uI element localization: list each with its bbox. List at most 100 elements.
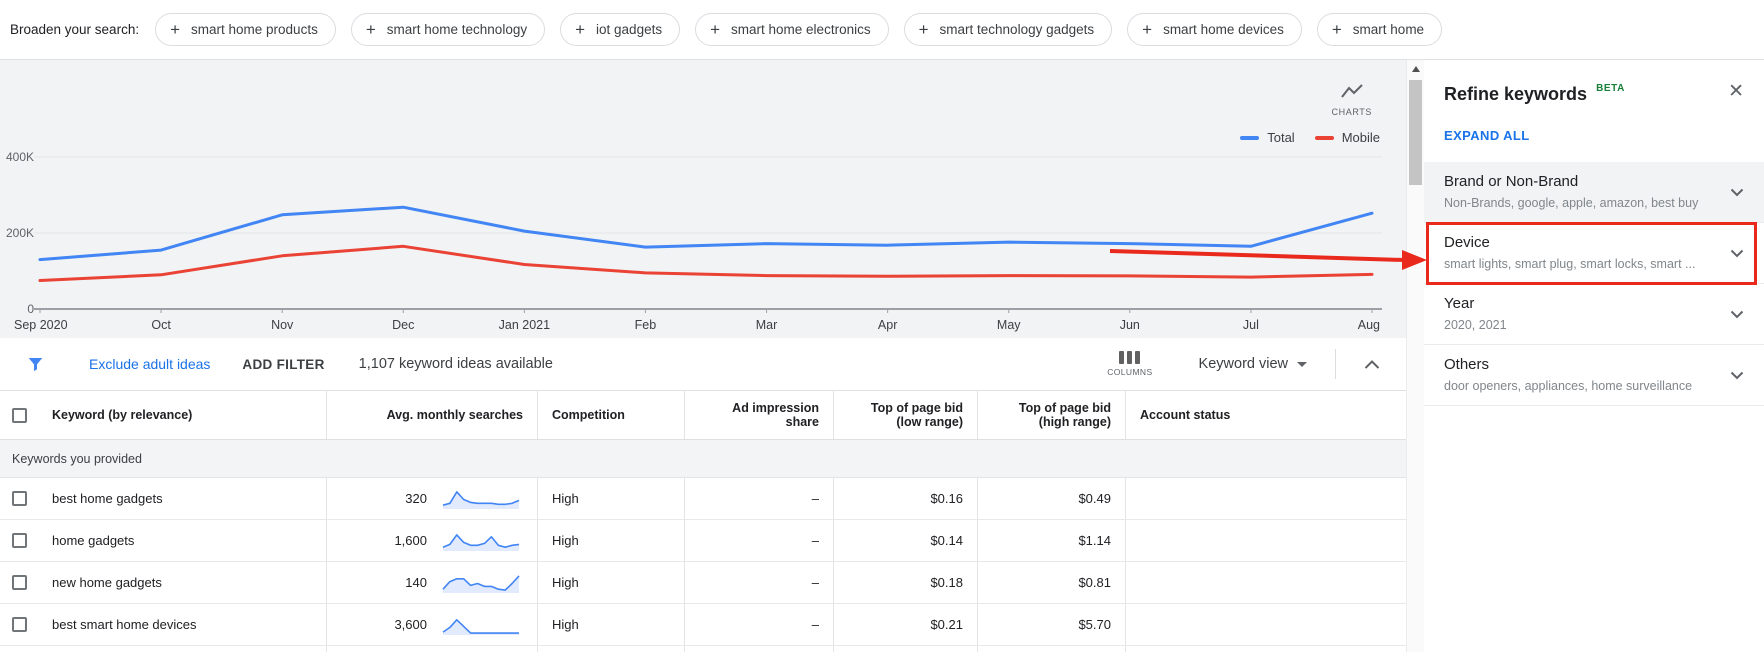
trend-chart: 0 200K 400K Sep 2020 Oct Nov Dec Jan 2021 Feb Mar… (6, 150, 1382, 332)
competition-cell: High (537, 562, 684, 603)
table-row: home gadgets 1,600 High – $0.14 $1.14 (0, 520, 1406, 562)
broaden-label: Broaden your search: (10, 22, 140, 37)
plus-icon: + (918, 20, 929, 39)
keyword-view-dropdown[interactable]: Keyword view (1199, 356, 1307, 372)
beta-badge: BETA (1596, 83, 1625, 94)
svg-text:400K: 400K (6, 150, 34, 164)
broaden-chip-label: smart home products (191, 22, 318, 37)
chevron-up-icon (1364, 359, 1380, 369)
plus-icon: + (710, 20, 721, 39)
keyword-view-label: Keyword view (1198, 356, 1288, 372)
keyword-text: home gadgets (52, 533, 135, 548)
refine-sections: Brand or Non-Brand Non-Brands, google, a… (1424, 162, 1764, 406)
refine-keywords-panel: Refine keywords BETA ✕ EXPAND ALL Brand … (1424, 60, 1764, 652)
row-checkbox[interactable] (12, 575, 27, 590)
broaden-chip[interactable]: + smart home technology (350, 13, 546, 46)
svg-text:Apr: Apr (878, 318, 897, 332)
row-checkbox[interactable] (12, 491, 27, 506)
avg-searches-value: 320 (405, 491, 427, 506)
collapse-chart-button[interactable] (1364, 359, 1380, 369)
caret-down-icon (1297, 361, 1307, 367)
refine-section-brand[interactable]: Brand or Non-Brand Non-Brands, google, a… (1424, 162, 1764, 223)
section-title: Device (1444, 234, 1490, 251)
plus-icon: + (170, 20, 181, 39)
triangle-up-icon (1411, 65, 1420, 72)
competition-cell: High (537, 478, 684, 519)
legend-item[interactable]: Total (1240, 130, 1295, 145)
refine-section-others[interactable]: Others door openers, appliances, home su… (1424, 345, 1764, 406)
broaden-chips: + smart home products + smart home technolo… (155, 13, 1443, 46)
avg-monthly-searches-cell: 320 (326, 478, 537, 519)
ad-impression-share-cell: – (684, 520, 833, 561)
avg-monthly-searches-cell: 3,600 (326, 604, 537, 645)
keyword-text: new home gadgets (52, 575, 162, 590)
section-subtitle: smart lights, smart plug, smart locks, s… (1444, 257, 1696, 271)
chevron-down-icon (1730, 310, 1744, 318)
header-top-of-page-bid-high: Top of page bid (high range) (977, 391, 1125, 439)
avg-searches-value: 3,600 (394, 617, 427, 632)
refine-section-device[interactable]: Device smart lights, smart plug, smart l… (1424, 223, 1764, 284)
keyword-cell: new home gadgets (0, 562, 326, 603)
section-subtitle: 2020, 2021 (1444, 318, 1507, 332)
close-icon[interactable]: ✕ (1728, 81, 1744, 102)
table-row: best smart home devices 3,600 High – $0.21 $5… (0, 604, 1406, 646)
broaden-chip[interactable]: + smart home (1316, 13, 1443, 46)
row-checkbox[interactable] (12, 533, 27, 548)
chevron-down-icon (1730, 371, 1744, 379)
add-filter-button[interactable]: ADD FILTER (242, 356, 325, 372)
expand-all-link[interactable]: EXPAND ALL (1444, 128, 1530, 143)
broaden-chip-label: smart home technology (386, 22, 528, 37)
bid-high-cell: $0.81 (977, 562, 1125, 603)
bid-high-cell: $5.70 (977, 604, 1125, 645)
scroll-up-button[interactable] (1407, 60, 1424, 77)
legend-item[interactable]: Mobile (1314, 130, 1380, 145)
row-checkbox[interactable] (12, 617, 27, 632)
table-header-row: Keyword (by relevance) Avg. monthly sear… (0, 390, 1406, 440)
header-avg-monthly-searches: Avg. monthly searches (326, 391, 537, 439)
broaden-search-bar: Broaden your search: + smart home product… (0, 0, 1764, 60)
vertical-scrollbar[interactable] (1406, 60, 1424, 652)
svg-text:Feb: Feb (635, 318, 657, 332)
columns-button[interactable]: COLUMNS (1107, 351, 1152, 377)
broaden-chip-label: smart home electronics (731, 22, 871, 37)
sparkline-chart (442, 533, 520, 551)
broaden-chip[interactable]: + iot gadgets (560, 13, 681, 46)
bid-low-cell: $0.21 (833, 604, 977, 645)
columns-label: COLUMNS (1107, 367, 1153, 377)
broaden-chip[interactable]: + smart home electronics (695, 13, 889, 46)
ad-impression-share-cell: – (684, 604, 833, 645)
avg-monthly-searches-cell: 1,600 (326, 520, 537, 561)
scrollbar-thumb[interactable] (1409, 80, 1422, 185)
charts-toggle-label: CHARTS (1331, 107, 1372, 117)
sparkline-chart (442, 618, 519, 635)
broaden-chip[interactable]: + smart home devices (1127, 13, 1302, 46)
keywords-toolbar: Exclude adult ideas ADD FILTER 1,107 key… (0, 338, 1406, 390)
svg-text:200K: 200K (6, 226, 34, 240)
competition-cell: High (537, 604, 684, 645)
refine-section-year[interactable]: Year 2020, 2021 (1424, 284, 1764, 345)
table-row-partial (0, 646, 1406, 652)
svg-text:Oct: Oct (151, 318, 171, 332)
panel-title: Refine keywords (1444, 84, 1588, 104)
plus-icon: + (1331, 20, 1342, 39)
select-all-checkbox[interactable] (12, 407, 27, 423)
header-account-status: Account status (1125, 391, 1406, 439)
exclude-adult-ideas-link[interactable]: Exclude adult ideas (89, 356, 211, 372)
bid-low-cell: $0.16 (833, 478, 977, 519)
broaden-chip[interactable]: + smart technology gadgets (903, 13, 1113, 46)
legend-swatch (1240, 135, 1260, 140)
panel-header: Refine keywords BETA ✕ (1424, 60, 1764, 106)
section-subtitle: door openers, appliances, home surveilla… (1444, 379, 1693, 393)
bid-high-cell: $1.14 (977, 520, 1125, 561)
table-row: best home gadgets 320 High – $0.16 $0.49 (0, 478, 1406, 520)
keyword-text: best home gadgets (52, 491, 163, 506)
section-title: Year (1444, 295, 1475, 312)
svg-text:Aug: Aug (1358, 318, 1380, 332)
account-status-cell (1125, 478, 1406, 519)
broaden-chip[interactable]: + smart home products (155, 13, 336, 46)
keyword-cell: home gadgets (0, 520, 326, 561)
toolbar-divider (1335, 349, 1336, 379)
charts-toggle-button[interactable]: CHARTS (1332, 84, 1372, 117)
broaden-chip-label: smart technology gadgets (939, 22, 1095, 37)
table-row: new home gadgets 140 High – $0.18 $0.81 (0, 562, 1406, 604)
